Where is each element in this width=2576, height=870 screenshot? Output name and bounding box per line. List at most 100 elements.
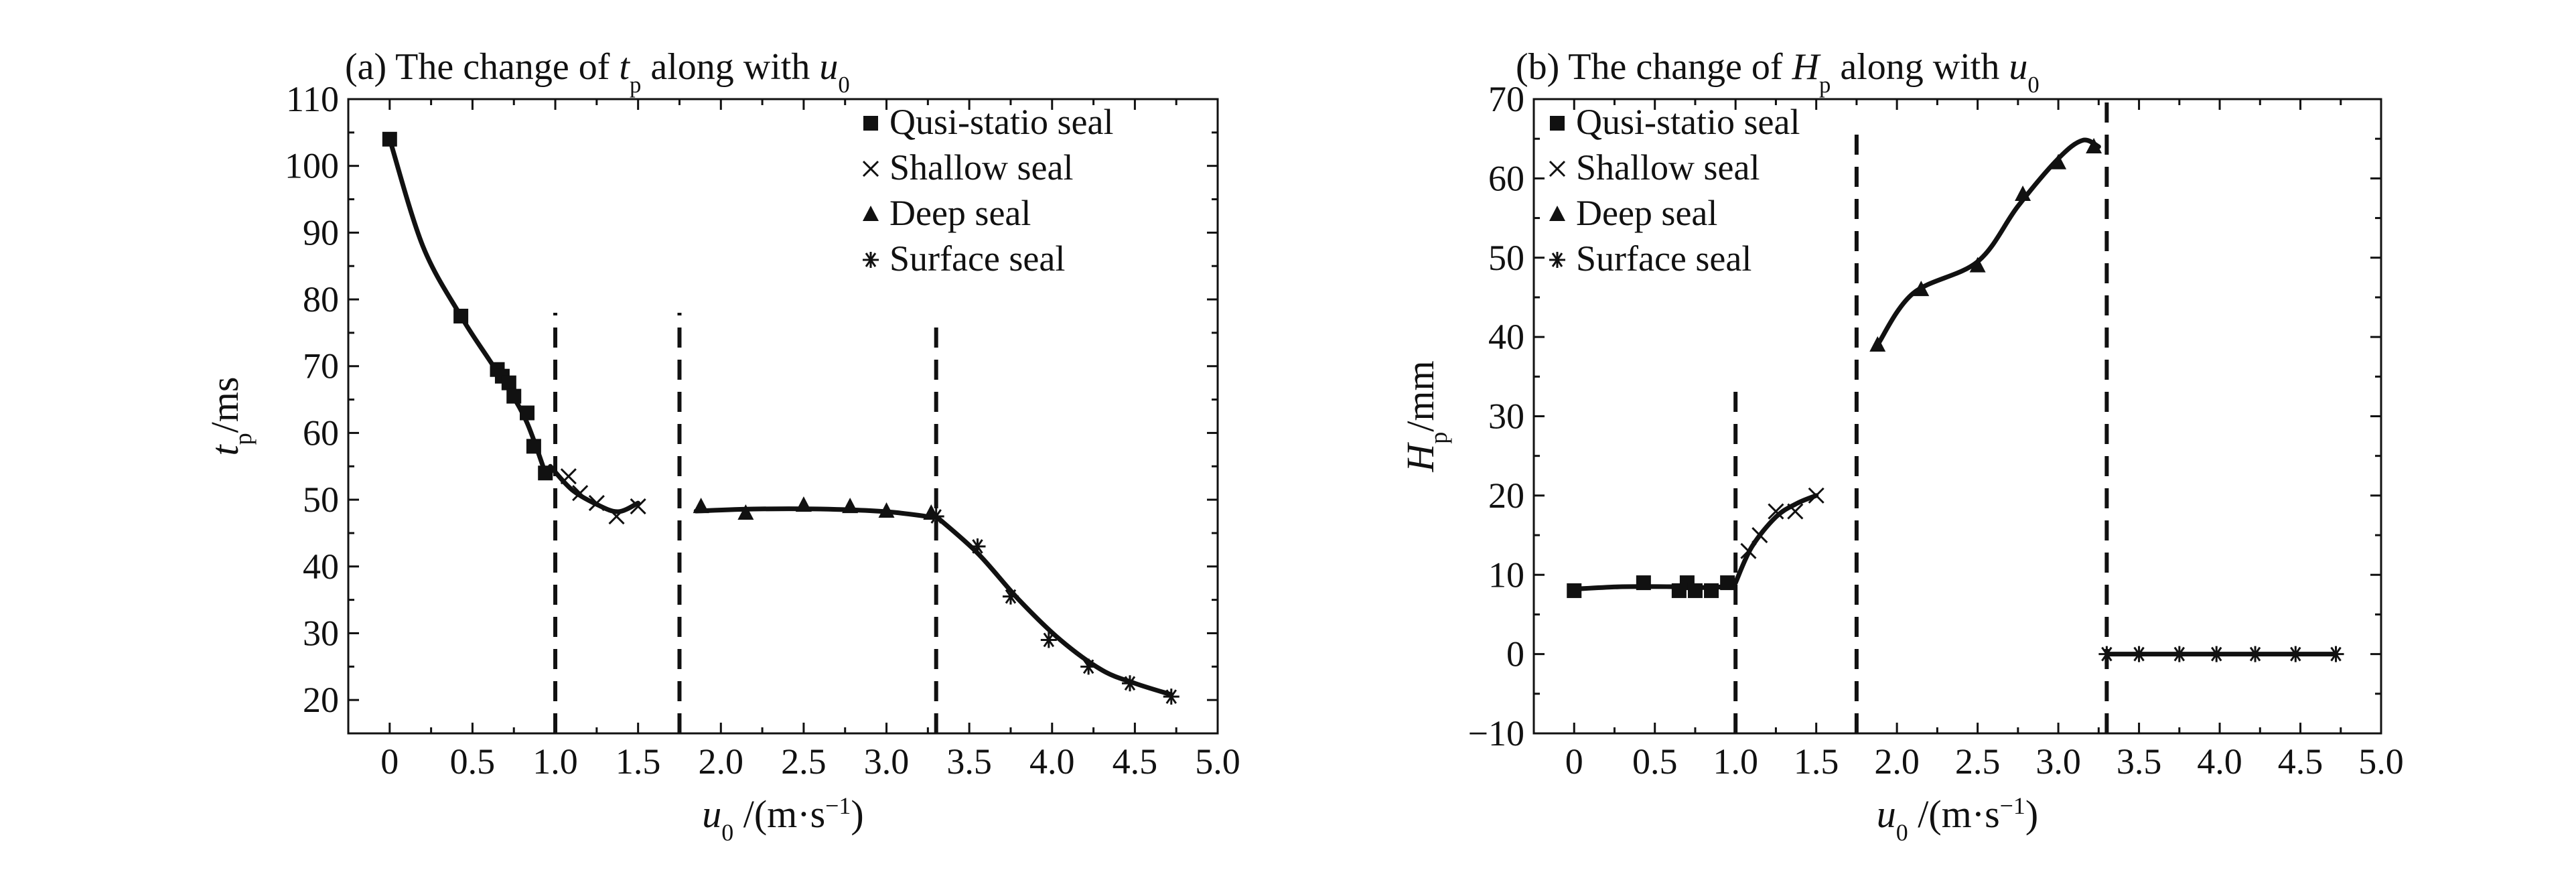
data-point-asterisk <box>2171 646 2188 662</box>
data-point-x <box>1808 487 1824 504</box>
y-tick-label: 0 <box>1506 634 1524 674</box>
x-tick-label: 3.5 <box>946 741 992 782</box>
x-axis-label-part: u <box>1877 792 1896 836</box>
x-tick-label: 3.5 <box>2117 741 2162 782</box>
legend-marker-x <box>862 160 879 177</box>
legend-label: Deep seal <box>889 193 1031 233</box>
data-point-triangle <box>693 498 709 514</box>
data-point-x <box>572 485 589 502</box>
y-axis-label: tp/ms <box>203 377 257 456</box>
y-tick-label: 20 <box>303 680 339 720</box>
data-point-asterisk <box>969 538 986 555</box>
x-axis-label-part: /(m·s <box>1908 792 2000 836</box>
legend-label: Shallow seal <box>1576 147 1760 188</box>
y-axis-label-part: /mm <box>1399 360 1442 431</box>
legend-label: Deep seal <box>1576 193 1717 233</box>
x-tick-label: 3.0 <box>2035 741 2081 782</box>
data-point-asterisk <box>1121 675 1138 692</box>
x-axis-label: u0 /(m·s−1) <box>1877 792 2039 846</box>
y-axis-label-part: H <box>1399 442 1442 473</box>
x-tick-label: 2.0 <box>699 741 744 782</box>
data-point-triangle <box>878 502 895 518</box>
x-tick-label: 0.5 <box>450 741 496 782</box>
panel-a: 0 0.5 1.0 1.5 2.0 2.5 3.0 3.5 4.0 4.5 5.0 20 30 40 50 6… <box>203 46 1240 846</box>
x-tick-label: 2.5 <box>781 741 827 782</box>
legend-label: Qusi-statio seal <box>1576 102 1800 142</box>
chart-title-part: u <box>2009 46 2027 88</box>
chart-title-part: (b) The change of <box>1516 46 1792 88</box>
legend-marker-asterisk <box>1549 252 1565 268</box>
data-point-asterisk <box>1080 658 1097 675</box>
legend-marker-x <box>1549 160 1566 177</box>
x-axis-label-part: 0 <box>721 819 733 846</box>
x-tick-label: 4.0 <box>1029 741 1075 782</box>
y-tick-label: 50 <box>1488 238 1524 278</box>
data-point-asterisk <box>928 508 944 525</box>
data-point-asterisk <box>2098 646 2115 662</box>
chart-title-part: H <box>1792 46 1821 88</box>
y-tick-label: 80 <box>303 279 339 319</box>
data-point-x <box>1787 503 1804 520</box>
x-axis-label-part: ) <box>2025 792 2038 836</box>
x-tick-label: 4.5 <box>2278 741 2323 782</box>
legend-label: Surface seal <box>1576 238 1751 279</box>
data-point-asterisk <box>2131 646 2147 662</box>
data-point-triangle <box>2015 186 2031 202</box>
x-tick-label: 1.5 <box>616 741 661 782</box>
chart-title-part: p <box>1819 72 1831 98</box>
y-tick-label: 70 <box>1488 79 1524 119</box>
data-point-x <box>1751 527 1768 544</box>
x-axis-label-part: −1 <box>2000 792 2025 819</box>
x-axis-label-part: u <box>702 792 721 836</box>
data-point-triangle <box>1913 281 1930 297</box>
data-point-triangle <box>842 498 859 514</box>
chart-title-part: t <box>619 46 630 88</box>
legend-label: Shallow seal <box>889 147 1073 188</box>
data-point-square <box>453 308 469 323</box>
y-tick-label: 30 <box>303 613 339 653</box>
chart-title: (a) The change of tp along with u0 <box>345 46 850 98</box>
data-point-triangle <box>2050 153 2067 169</box>
y-axis-label-part: /ms <box>203 377 246 433</box>
data-point-square <box>1567 583 1582 598</box>
fit-curve-triangle <box>1875 137 2101 348</box>
x-axis-label: u0 /(m·s−1) <box>702 792 864 846</box>
chart-title-part: p <box>630 72 641 98</box>
data-point-asterisk <box>1040 632 1057 648</box>
data-point-square <box>501 375 516 390</box>
data-point-square <box>526 439 541 454</box>
x-tick-label: 0.5 <box>1632 741 1678 782</box>
x-tick-label: 2.5 <box>1955 741 2001 782</box>
x-tick-label: 1.5 <box>1794 741 1839 782</box>
y-tick-label: 40 <box>1488 317 1524 357</box>
x-tick-label: 1.0 <box>532 741 578 782</box>
y-tick-label: 10 <box>1488 555 1524 595</box>
data-point-triangle <box>1969 257 1986 273</box>
y-axis-label: Hp/mm <box>1399 360 1452 472</box>
x-tick-label: 5.0 <box>2358 741 2404 782</box>
fit-curve-square <box>387 137 548 476</box>
data-point-asterisk <box>2208 646 2225 662</box>
data-point-square <box>382 131 397 147</box>
y-tick-label: 60 <box>1488 158 1524 198</box>
chart-title-part: along with <box>641 46 819 88</box>
y-tick-label: 70 <box>303 346 339 386</box>
y-tick-label: 40 <box>303 547 339 587</box>
data-point-square <box>1704 583 1719 598</box>
y-tick-label: 110 <box>286 79 339 119</box>
data-point-square <box>1687 583 1703 598</box>
chart-title: (b) The change of Hp along with u0 <box>1516 46 2040 98</box>
chart-title-part: u <box>819 46 838 88</box>
y-tick-label: 90 <box>303 212 339 252</box>
x-axis-label-part: 0 <box>1896 819 1908 846</box>
x-tick-label: 4.0 <box>2197 741 2242 782</box>
x-tick-label: 2.0 <box>1874 741 1920 782</box>
data-point-asterisk <box>1002 588 1019 605</box>
legend-marker-triangle <box>863 206 879 221</box>
fit-curve-x <box>1733 493 1819 585</box>
data-point-asterisk <box>2287 646 2304 662</box>
data-point-asterisk <box>1163 688 1179 705</box>
y-tick-label: 60 <box>303 413 339 453</box>
chart-title-part: (a) The change of <box>345 46 619 88</box>
